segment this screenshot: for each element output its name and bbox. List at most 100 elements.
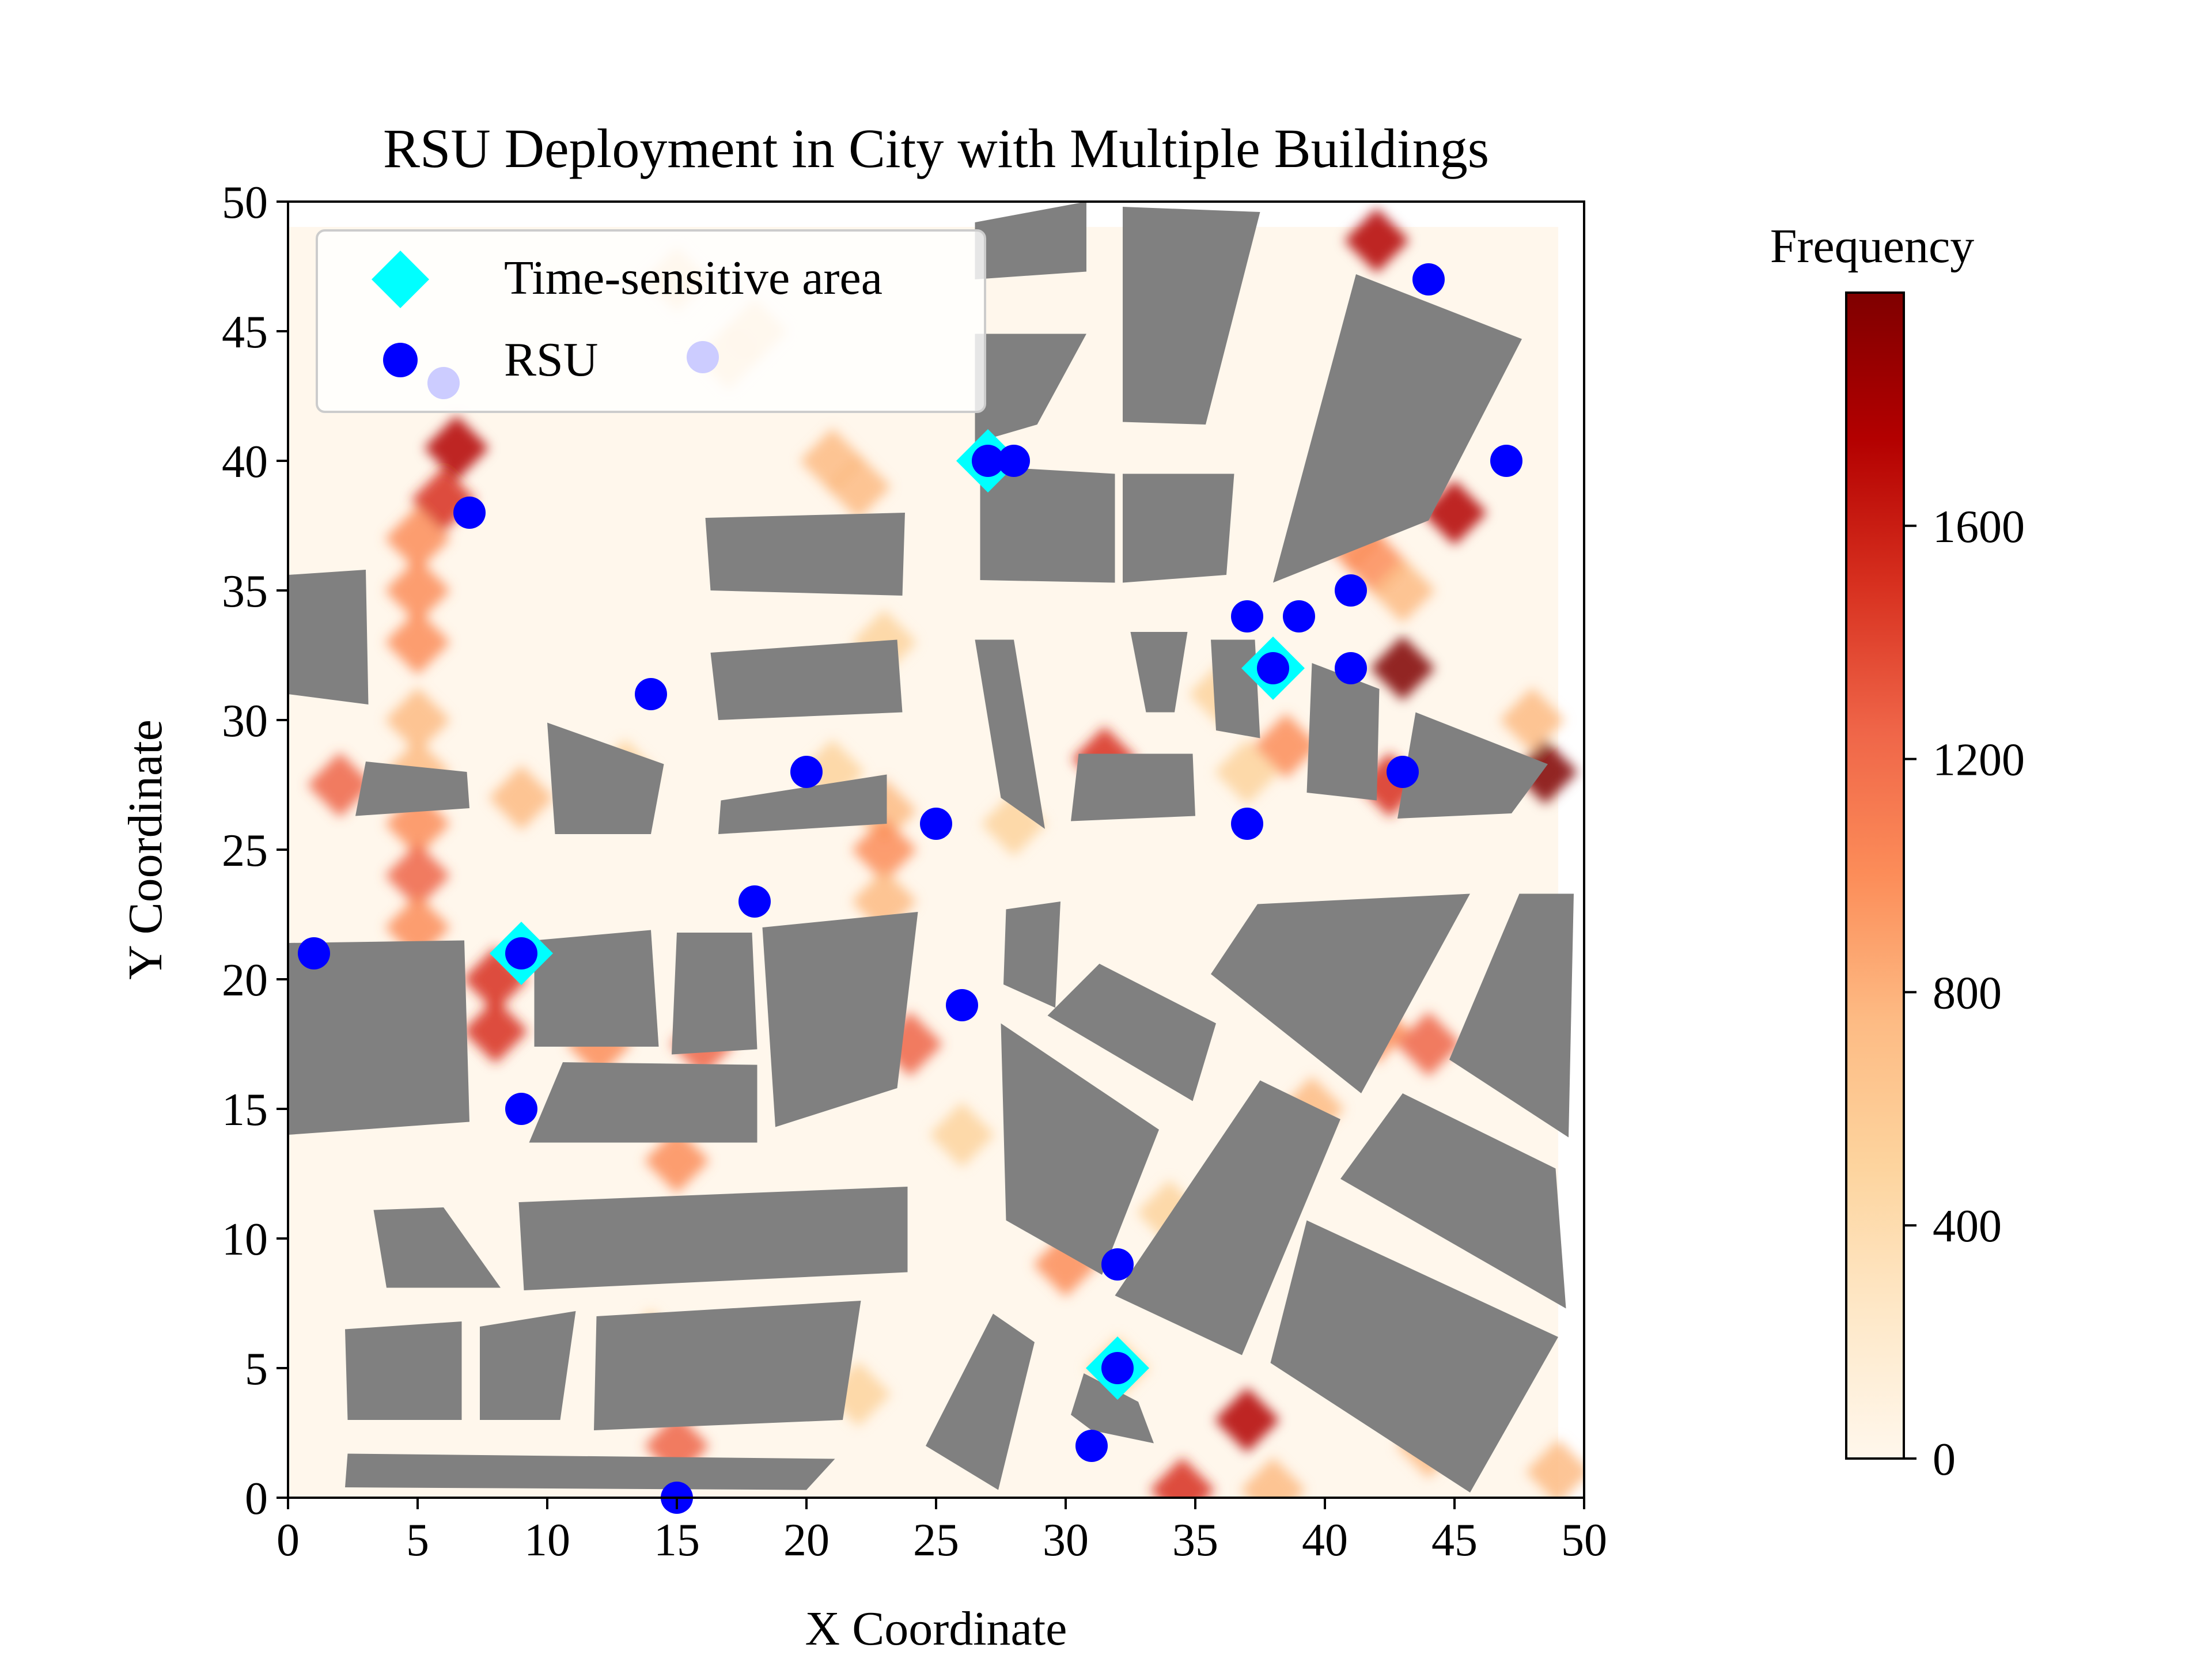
building [529,1062,757,1143]
rsu-marker [1387,756,1419,788]
legend-label-rsu: RSU [504,333,598,387]
x-tick-label: 35 [1172,1515,1218,1566]
building [1123,207,1260,425]
building [288,940,469,1135]
building [1340,1093,1566,1309]
legend-label-time-sensitive: Time-sensitive area [504,251,882,305]
rsu-marker [1412,263,1445,296]
building [518,1187,908,1290]
rsu-marker [972,445,1004,477]
x-tick-label: 0 [276,1515,300,1566]
y-tick-label: 35 [222,566,268,617]
building [1071,1373,1154,1444]
y-axis-label: Y Coordinate [119,719,172,980]
colorbar-gradient [1845,291,1905,1460]
x-tick-label: 45 [1431,1515,1478,1566]
building [672,933,757,1055]
colorbar-tick-label: 0 [1933,1434,1956,1485]
rsu-marker [453,497,486,529]
building [594,1301,861,1430]
heatmap-hotspot [1214,1387,1280,1453]
heatmap-hotspot [1370,558,1435,623]
y-tick-label: 20 [222,955,268,1006]
building [1003,902,1060,1008]
y-tick-label: 30 [222,696,268,747]
heatmap-hotspot [644,1128,710,1194]
buildings-layer [288,202,1574,1493]
rsu-marker [1257,652,1289,684]
heatmap-hotspot [851,817,917,882]
building [975,639,1045,829]
x-tick-label: 40 [1302,1515,1348,1566]
x-tick-label: 15 [654,1515,700,1566]
rsu-marker [998,445,1030,477]
heatmap-hotspot [1525,1439,1584,1498]
rsu-marker [505,937,537,969]
y-tick-label: 5 [245,1344,268,1395]
x-tick-label: 20 [783,1515,830,1566]
y-tick-label: 15 [222,1085,268,1135]
y-tick-label: 40 [222,437,268,487]
colorbar-label: Frequency [1770,219,1975,273]
building [980,466,1115,583]
building [718,774,887,834]
rsu-marker [635,678,667,710]
building [547,722,664,834]
rsu-marker [1101,1248,1134,1281]
heatmap-hotspot [1240,1457,1306,1498]
building [1397,712,1548,819]
rsu-marker [1335,574,1367,607]
building [345,1453,835,1490]
legend-frame [316,229,986,413]
building [975,202,1086,279]
building [762,912,918,1127]
x-tick-label: 30 [1043,1515,1089,1566]
building [345,1321,462,1420]
heatmap-hotspot [1344,207,1410,274]
building [710,639,903,720]
building [534,930,659,1047]
x-axis-label: X Coordinate [805,1602,1067,1656]
y-axis-ticks: 0 5 10 15 20 25 30 35 40 45 50 [222,177,288,1524]
building [355,762,469,816]
y-tick-label: 0 [245,1474,268,1524]
building [1047,964,1216,1101]
y-tick-label: 10 [222,1214,268,1265]
colorbar-ticks: 0 400 800 1200 1600 [1904,502,2025,1485]
x-tick-label: 10 [524,1515,570,1566]
colorbar-tick-label: 800 [1933,968,2002,1018]
rsu-marker [1231,808,1263,840]
x-axis-ticks: 0 5 10 15 20 25 30 35 40 45 50 [276,1498,1607,1566]
x-tick-label: 5 [406,1515,429,1566]
rsu-marker [1335,652,1367,684]
heatmap-hotspot [1499,687,1565,753]
building [926,1313,1035,1490]
building [1115,1080,1340,1355]
rsu-marker [790,756,823,788]
colorbar-tick-label: 1200 [1933,735,2025,786]
building [1270,1220,1558,1493]
building [1273,274,1522,583]
rsu-marker [298,937,330,969]
colorbar: Frequency 0 400 800 1200 1600 [1770,219,2025,1485]
y-tick-label: 25 [222,825,268,876]
building [1449,893,1574,1138]
building [1306,663,1380,801]
y-tick-label: 45 [222,307,268,358]
heatmap-hotspot [1253,713,1319,779]
building [1071,753,1195,821]
building [975,334,1086,443]
rsu-marker [1075,1430,1108,1462]
legend-diamond-marker [372,251,429,308]
building [1211,639,1260,738]
building [1001,1023,1159,1275]
rsu-marker [1231,600,1263,632]
y-tick-label: 50 [222,177,268,228]
rsu-marker [505,1093,537,1125]
colorbar-tick-label: 1600 [1933,502,2025,552]
building [705,513,905,596]
colorbar-tick-label: 400 [1933,1201,2002,1252]
rsu-marker [1101,1352,1134,1384]
building [373,1207,501,1288]
